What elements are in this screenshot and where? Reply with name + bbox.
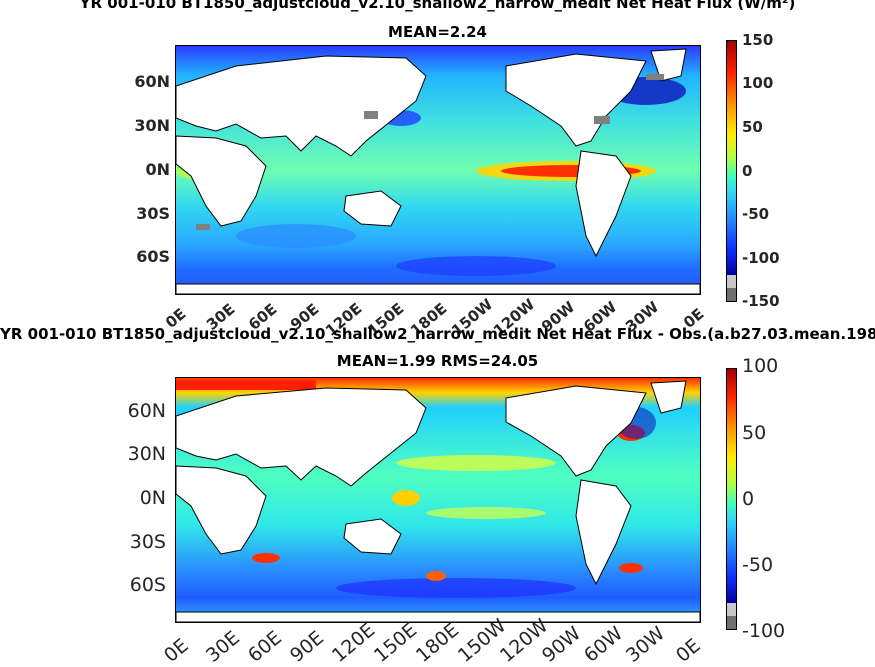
panel2-colorbar: [726, 368, 737, 630]
panel2-lon-label: 150E: [370, 618, 422, 667]
panel1-lat-label-30n: 30N: [134, 116, 170, 135]
panel1-lat-label-0n: 0N: [145, 160, 170, 179]
panel2-colorbar-tick: 100: [742, 355, 779, 377]
panel2-lon-label: 0E: [160, 634, 193, 667]
panel1-colorbar-tick: 50: [742, 118, 763, 136]
panel2-lon-label: 30E: [202, 626, 244, 667]
panel2-lon-label: 60E: [244, 626, 286, 667]
panel2-colorbar-tick: -50: [742, 554, 774, 576]
panel2-subtitle: MEAN=1.99 RMS=24.05: [336, 352, 539, 370]
panel1-lat-label-60s: 60S: [136, 247, 170, 266]
panel2-lat-label-30n: 30N: [127, 443, 166, 465]
panel2-title: YR 001-010 BT1850_adjustcloud_v2.10_shal…: [0, 325, 875, 343]
panel1-subtitle: MEAN=2.24: [388, 23, 487, 41]
panel1-colorbar-tick: -50: [742, 205, 770, 223]
panel2-lon-label: 180E: [412, 618, 464, 667]
panel1-lat-label-60n: 60N: [134, 72, 170, 91]
panel2-lat-label-60n: 60N: [127, 400, 166, 422]
panel2-lat-label-30s: 30S: [129, 531, 166, 553]
panel2-colorbar-tick: 0: [742, 488, 755, 510]
panel2-lon-label: 30W: [622, 622, 670, 667]
panel1-lat-label-30s: 30S: [136, 204, 170, 223]
panel2-colorbar-tick: -100: [742, 620, 786, 642]
panel2-lon-label: 0E: [672, 634, 705, 667]
panel2-lon-label: 90E: [286, 626, 328, 667]
panel1-colorbar-tick: 100: [742, 74, 774, 92]
panel1-map: [175, 45, 701, 295]
panel1-colorbar-tick: 150: [742, 31, 774, 49]
panel2-colorbar-tick: 50: [742, 422, 767, 444]
panel2-lat-label-60s: 60S: [129, 574, 166, 596]
panel1-colorbar-tick: 0: [742, 162, 753, 180]
panel1-colorbar-tick: -150: [742, 292, 780, 310]
panel2-lat-label-0n: 0N: [139, 487, 166, 509]
panel2-lon-label: 120E: [328, 618, 380, 667]
panel2-lon-label: 60W: [580, 622, 628, 667]
panel1-colorbar-tick: -100: [742, 249, 780, 267]
panel1-title: YR 001-010 BT1850_adjustcloud_v2.10_shal…: [79, 0, 796, 12]
panel1-colorbar: [726, 40, 737, 302]
panel2-map: [175, 377, 701, 623]
